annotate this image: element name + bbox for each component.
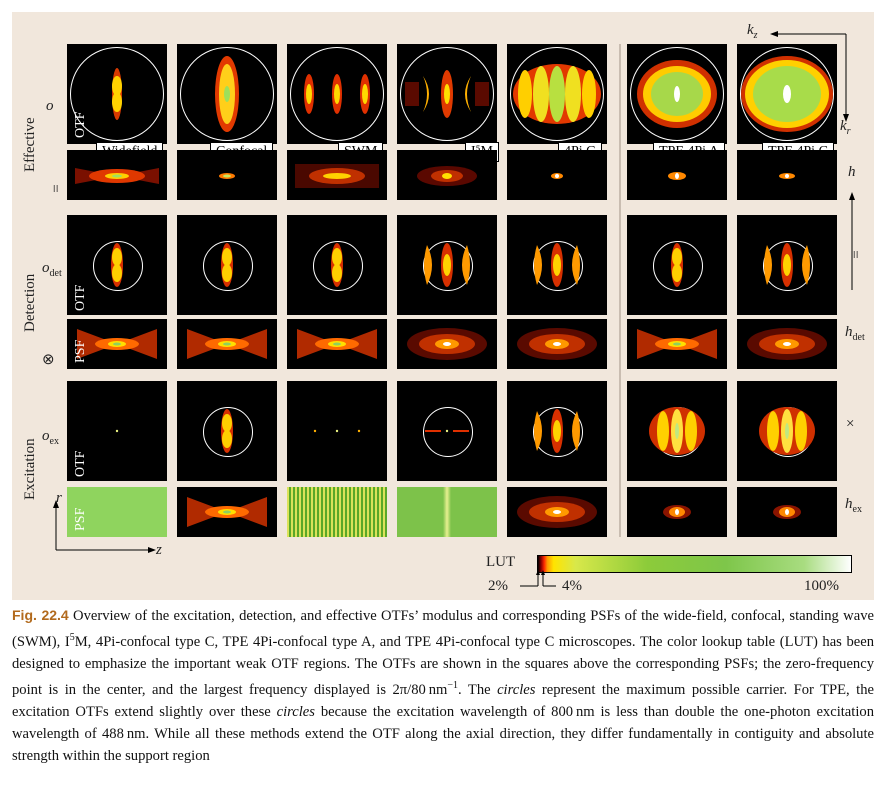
otf-effective-tpe-4pi-c <box>737 44 837 144</box>
otf-detection-i5m <box>397 215 497 315</box>
symbol-o-det: odet <box>42 260 62 279</box>
otf-detection-tpe-4pi-c <box>737 215 837 315</box>
caption-text: Overview of the excitation, detection, a… <box>12 608 874 650</box>
psf-excitation-4pi-c <box>507 487 607 537</box>
caption-text: represent the maximum possible carrier. … <box>12 681 874 720</box>
otf-detection-tpe-4pi-a <box>627 215 727 315</box>
lut-mid-label: 4% <box>562 578 582 594</box>
psf-detection-tpe-4pi-a <box>627 319 727 369</box>
otf-effective-swm <box>287 44 387 144</box>
lut-colorbar <box>537 555 852 573</box>
lut-pointer-arrows <box>520 570 556 587</box>
otf-tag: OTF <box>73 111 88 138</box>
psf-excitation-widefield: PSF <box>67 487 167 537</box>
lut-label: LUT <box>486 554 516 570</box>
caption-superscript: 5 <box>69 632 75 643</box>
otf-tag: OTF <box>73 284 88 311</box>
otf-tag: OTF <box>73 450 88 477</box>
otf-effective-i5m <box>397 44 497 144</box>
psf-detection-widefield: PSF <box>67 319 167 369</box>
caption-figure-label: Fig. 22.4 <box>12 607 69 623</box>
figure-caption: Fig. 22.4 Overview of the excitation, de… <box>12 604 874 767</box>
psf-detection-swm <box>287 319 387 369</box>
symbol-h-ex: hex <box>845 496 862 515</box>
group-label-effective: Effective <box>22 117 38 172</box>
psf-detection-tpe-4pi-c <box>737 319 837 369</box>
up-arrow <box>849 192 855 290</box>
lut-min-label: 2% <box>488 578 508 594</box>
otf-excitation-swm <box>287 381 387 481</box>
otf-effective-widefield: OTF <box>67 44 167 144</box>
symbol-h-det: hdet <box>845 324 865 343</box>
otf-effective-tpe-4pi-a <box>627 44 727 144</box>
otf-excitation-tpe-4pi-a <box>627 381 727 481</box>
psf-excitation-confocal <box>177 487 277 537</box>
symbol-equals-right: = <box>846 250 863 259</box>
psf-excitation-swm <box>287 487 387 537</box>
psf-detection-i5m <box>397 319 497 369</box>
psf-effective-swm <box>287 150 387 200</box>
otf-excitation-i5m <box>397 381 497 481</box>
psf-excitation-i5m <box>397 487 497 537</box>
otf-effective-4pi-c <box>507 44 607 144</box>
figure-panel: Effective o = OTF <box>12 12 874 600</box>
symbol-o-effective: o <box>46 98 54 114</box>
otf-excitation-tpe-4pi-c <box>737 381 837 481</box>
group-label-excitation: Excitation <box>22 438 38 500</box>
axis-label-kr: kr <box>840 118 851 137</box>
caption-text: because the excitation wavelength of 800… <box>12 703 874 764</box>
caption-text: . The <box>458 681 498 698</box>
caption-superscript: −1 <box>447 679 459 691</box>
symbol-h: h <box>848 164 856 180</box>
axis-label-r: r <box>56 490 62 506</box>
psf-detection-4pi-c <box>507 319 607 369</box>
caption-emphasis: circles <box>497 681 536 698</box>
otf-detection-confocal <box>177 215 277 315</box>
group-divider <box>619 44 621 537</box>
lut-max-label: 100% <box>804 578 839 594</box>
otf-detection-widefield: OTF <box>67 215 167 315</box>
otf-detection-swm <box>287 215 387 315</box>
psf-excitation-tpe-4pi-a <box>627 487 727 537</box>
psf-effective-tpe-4pi-c <box>737 150 837 200</box>
k-axis-arrows <box>770 31 849 122</box>
psf-effective-i5m <box>397 150 497 200</box>
otf-detection-4pi-c <box>507 215 607 315</box>
psf-excitation-tpe-4pi-c <box>737 487 837 537</box>
symbol-o-ex: oex <box>42 428 59 447</box>
otf-effective-confocal <box>177 44 277 144</box>
symbol-equals-left: = <box>46 184 63 193</box>
psf-effective-tpe-4pi-a <box>627 150 727 200</box>
caption-emphasis: circles <box>276 703 315 720</box>
symbol-times: × <box>846 416 855 432</box>
caption-text: M, 4Pi-confocal type C, TPE 4Pi-confocal… <box>12 633 874 698</box>
otf-excitation-confocal <box>177 381 277 481</box>
psf-effective-confocal <box>177 150 277 200</box>
psf-effective-4pi-c <box>507 150 607 200</box>
psf-effective-widefield <box>67 150 167 200</box>
axis-label-z: z <box>156 542 162 558</box>
symbol-otimes: ⊗ <box>42 352 55 368</box>
otf-excitation-4pi-c <box>507 381 607 481</box>
psf-detection-confocal <box>177 319 277 369</box>
axis-label-kz: kz <box>747 22 758 41</box>
otf-excitation-widefield: OTF <box>67 381 167 481</box>
psf-tag: PSF <box>73 339 88 363</box>
rz-axis-arrows <box>53 500 156 553</box>
group-label-detection: Detection <box>22 273 38 332</box>
